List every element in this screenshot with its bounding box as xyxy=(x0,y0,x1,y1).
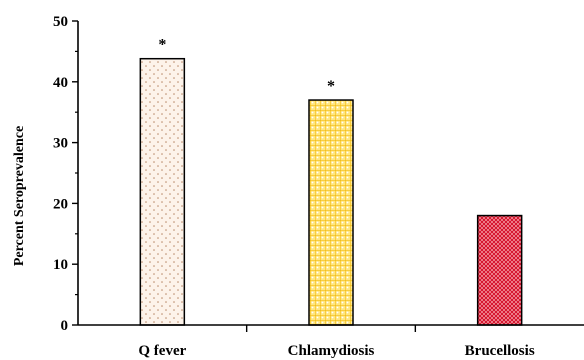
annotations-group: ** xyxy=(158,37,335,95)
y-tick-label: 30 xyxy=(53,136,68,152)
category-labels: Q fever Chlamydiosis Brucellosis xyxy=(138,343,534,359)
x-tick-label: Brucellosis xyxy=(465,343,535,359)
y-tick-label: 50 xyxy=(53,14,68,30)
y-tick-label: 40 xyxy=(53,75,68,91)
x-tick-label: Chlamydiosis xyxy=(288,343,375,359)
y-tick-label: 20 xyxy=(53,196,68,212)
x-tick-label: Q fever xyxy=(138,343,186,359)
bar-chlamydiosis xyxy=(308,99,354,326)
y-axis-title: Percent Seroprevalence xyxy=(12,126,27,266)
significance-asterisk: * xyxy=(158,37,166,54)
bar-q-fever xyxy=(139,57,186,326)
y-axis-ticks: 0 10 20 30 40 50 xyxy=(53,14,78,334)
bars-group xyxy=(139,57,523,326)
significance-asterisk: * xyxy=(327,78,335,95)
axes xyxy=(77,21,584,332)
y-tick-label: 10 xyxy=(53,257,68,273)
y-tick-label: 0 xyxy=(61,318,69,334)
bar-brucellosis xyxy=(476,214,523,326)
